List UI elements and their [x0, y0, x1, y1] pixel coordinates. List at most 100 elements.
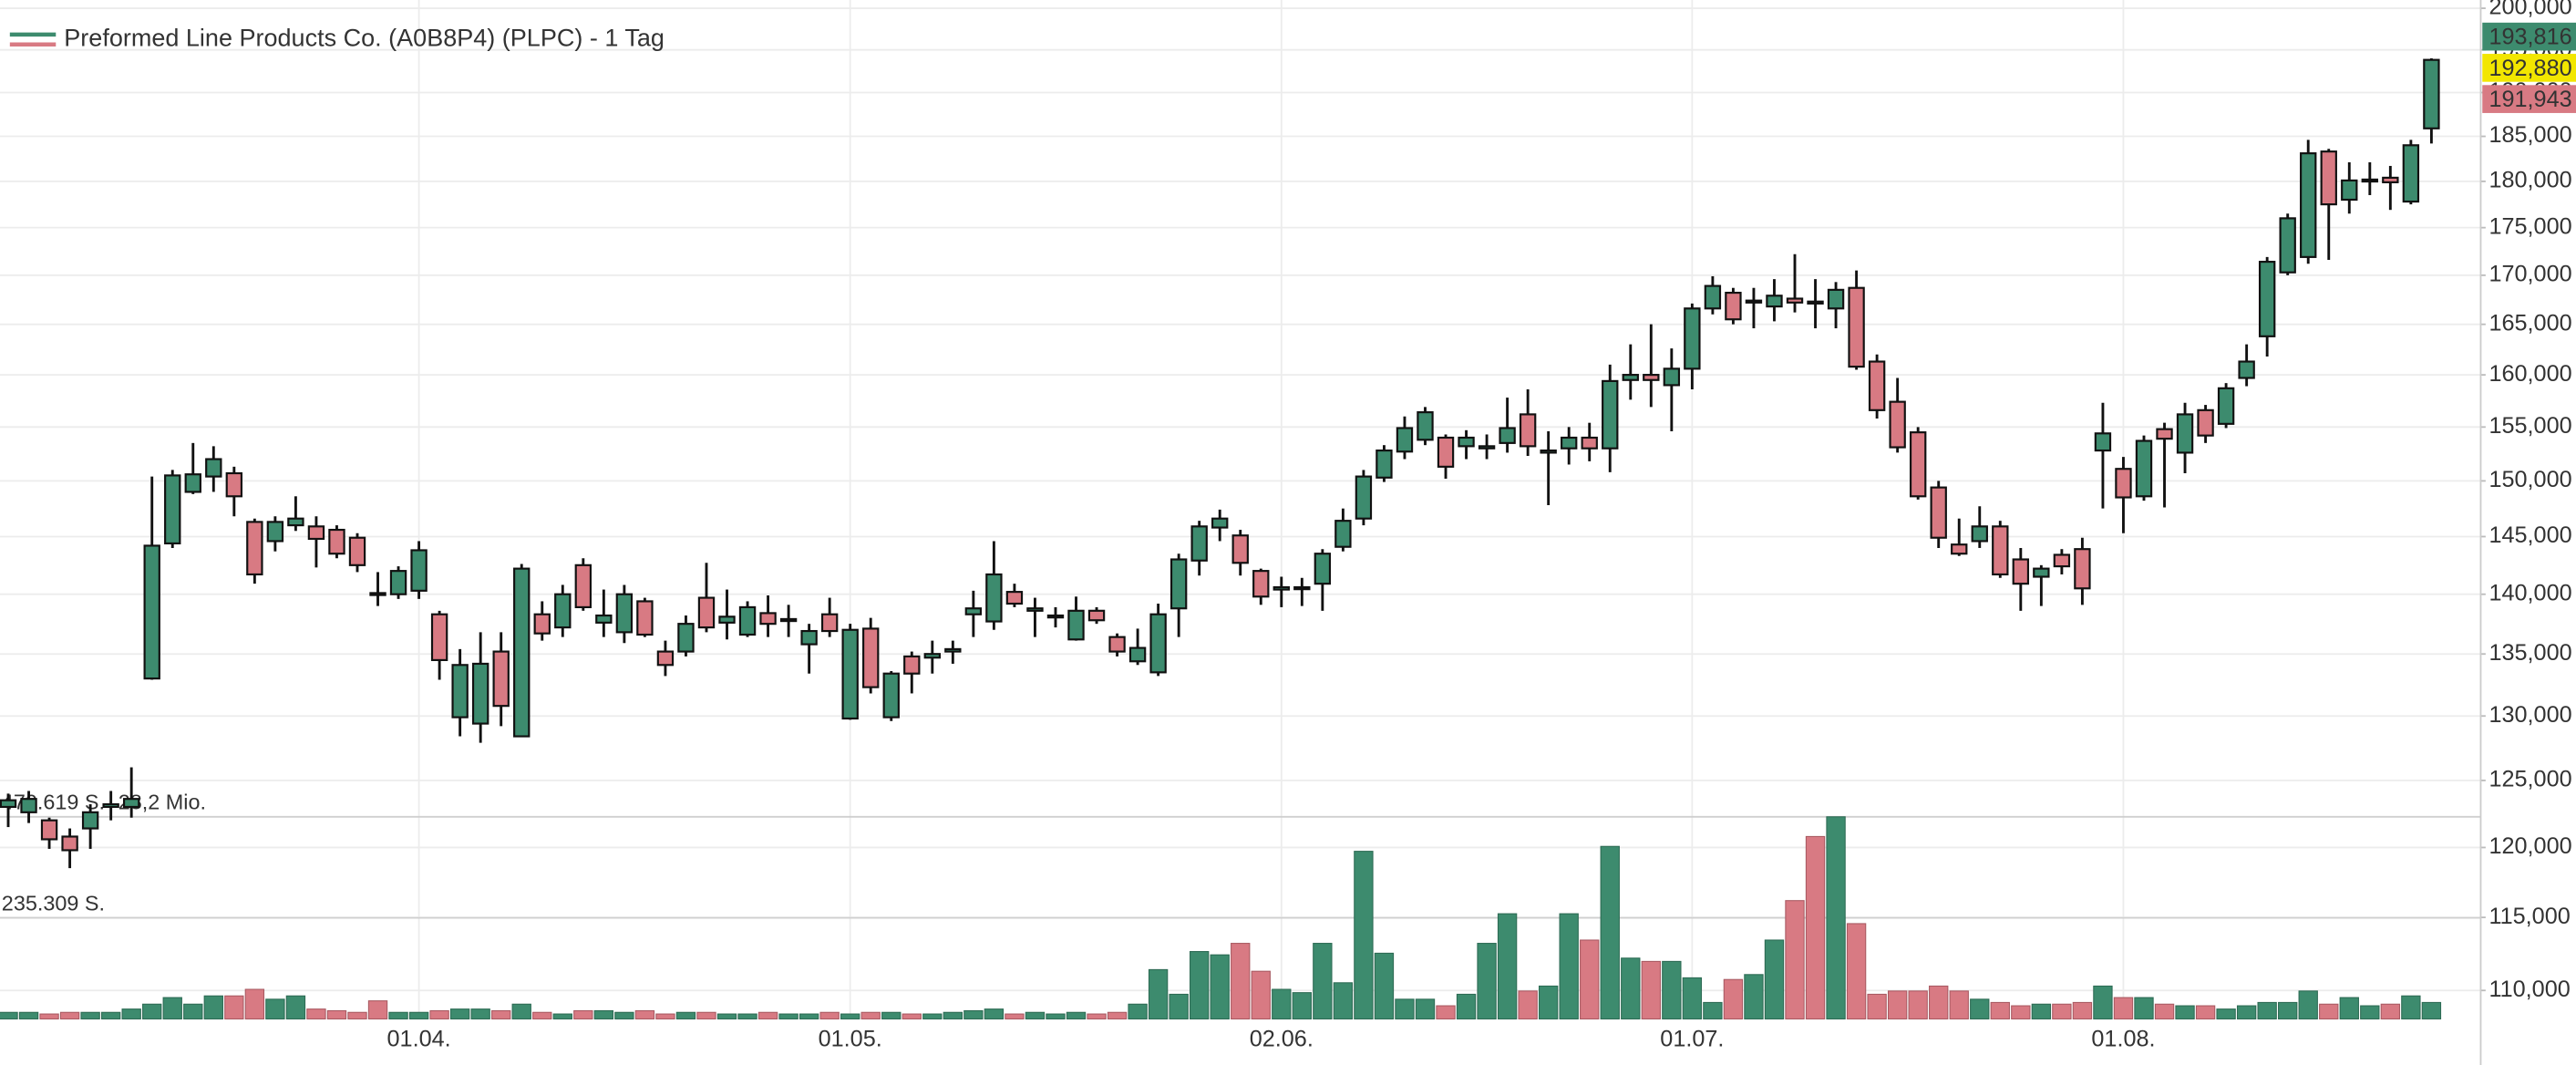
volume-bar	[2175, 1005, 2195, 1020]
volume-bar	[655, 1013, 675, 1020]
volume-bar	[2380, 1003, 2401, 1020]
candle-body	[1909, 431, 1927, 498]
candle-body	[2382, 176, 2399, 183]
volume-bar	[1805, 835, 1826, 1020]
volume-bar	[1456, 993, 1477, 1020]
y-tick-label: 200,000	[2488, 0, 2571, 20]
candle-body	[1108, 636, 1126, 653]
volume-bar	[1189, 951, 1210, 1020]
candle-body	[1355, 475, 1373, 520]
volume-bar	[449, 1008, 470, 1020]
volume-bar	[1559, 913, 1579, 1020]
volume-bar	[470, 1008, 490, 1020]
candle-body	[1971, 525, 1988, 543]
volume-bar	[902, 1013, 922, 1020]
volume-bar	[1087, 1013, 1107, 1020]
volume-bar	[778, 1013, 799, 1020]
legend: Preformed Line Products Co. (A0B8P4) (PL…	[9, 24, 665, 51]
volume-bar	[2134, 997, 2154, 1020]
volume-bar	[39, 1013, 59, 1020]
candle-body	[1848, 286, 1865, 368]
volume-bar	[162, 997, 182, 1020]
volume-bar	[1949, 990, 1969, 1020]
candle-body	[718, 615, 736, 624]
price-tag	[2482, 22, 2576, 51]
candle-body	[1273, 585, 1290, 591]
x-tick-label: 02.06.	[1250, 1027, 1314, 1052]
volume-bar	[2031, 1003, 2052, 1020]
candle-body	[1376, 449, 1393, 479]
volume-bar	[388, 1011, 408, 1020]
candle-body	[779, 617, 798, 623]
candle-body	[40, 819, 58, 841]
volume-bar	[1867, 993, 1887, 1020]
volume-bar	[2195, 1005, 2216, 1020]
candle-body	[1046, 614, 1065, 619]
y-tick-label: 110,000	[2488, 977, 2570, 1002]
candle-body	[2115, 468, 2132, 499]
volume-bar	[634, 1009, 655, 1020]
candle-body	[2135, 439, 2153, 498]
candle-body	[1231, 534, 1249, 564]
volume-bar	[552, 1013, 572, 1020]
candle-body	[1293, 585, 1311, 591]
volume-bar	[2072, 1001, 2093, 1020]
candle-body	[81, 811, 99, 830]
volume-bar	[963, 1009, 984, 1020]
volume-bar	[100, 1011, 121, 1020]
volume-bar	[757, 1011, 778, 1020]
candle-body	[882, 672, 900, 719]
volume-bar	[1066, 1011, 1087, 1020]
candle-body	[985, 573, 1003, 623]
candle-body	[451, 664, 469, 719]
candle-body	[1622, 374, 1639, 381]
candle-body	[841, 628, 859, 720]
volume-bar	[1292, 992, 1312, 1020]
candle-body	[1786, 297, 1804, 304]
volume-bar	[2011, 1005, 2031, 1020]
volume-bar	[1477, 943, 1497, 1020]
volume-bar	[2236, 1005, 2257, 1020]
candle-body	[2197, 408, 2214, 437]
y-tick-label: 125,000	[2488, 767, 2571, 792]
volume-bar	[80, 1011, 100, 1020]
y-tick-label: 145,000	[2488, 522, 2571, 548]
volume-tick-label: 235.309 S.	[2, 891, 105, 915]
volume-bar	[860, 1011, 881, 1020]
price-tag-label: 191,943	[2488, 87, 2571, 112]
candle-body	[2176, 413, 2194, 454]
volume-bar	[593, 1009, 614, 1020]
volume-bar	[1990, 1001, 2010, 1020]
candle-body	[1930, 486, 1947, 539]
volume-bar	[511, 1003, 531, 1020]
volume-bar	[1374, 952, 1395, 1020]
candle-body	[944, 647, 962, 653]
candle-body	[1026, 607, 1044, 612]
y-tick-label: 175,000	[2488, 213, 2571, 239]
volume-bar	[1970, 998, 1990, 1020]
volume-bar	[799, 1013, 819, 1020]
volume-bar	[285, 995, 306, 1020]
volume-bar	[1682, 977, 1703, 1020]
candle-body	[1725, 291, 1742, 321]
candle-body	[2094, 432, 2112, 452]
candle-body	[636, 600, 654, 636]
candle-body	[697, 596, 716, 629]
candle-body	[513, 567, 531, 738]
candle-body	[615, 593, 634, 634]
volume-bar	[1518, 990, 1538, 1020]
axes: 110,000 115,000 120,000 125,000 130,000 135,0…	[387, 0, 2576, 1065]
price-tag-label: 192,880	[2488, 56, 2571, 81]
volume-bar	[408, 1011, 429, 1020]
volume-bar	[1313, 943, 1333, 1020]
candle-body	[2320, 150, 2337, 206]
y-tick-label: 185,000	[2488, 122, 2571, 148]
candle-body	[1684, 307, 1701, 370]
volume-bar	[2421, 1001, 2442, 1020]
y-tick-label: 165,000	[2488, 310, 2571, 336]
volume-bar	[1333, 982, 1354, 1020]
volume-bar	[59, 1011, 80, 1020]
candle-body	[389, 570, 407, 595]
